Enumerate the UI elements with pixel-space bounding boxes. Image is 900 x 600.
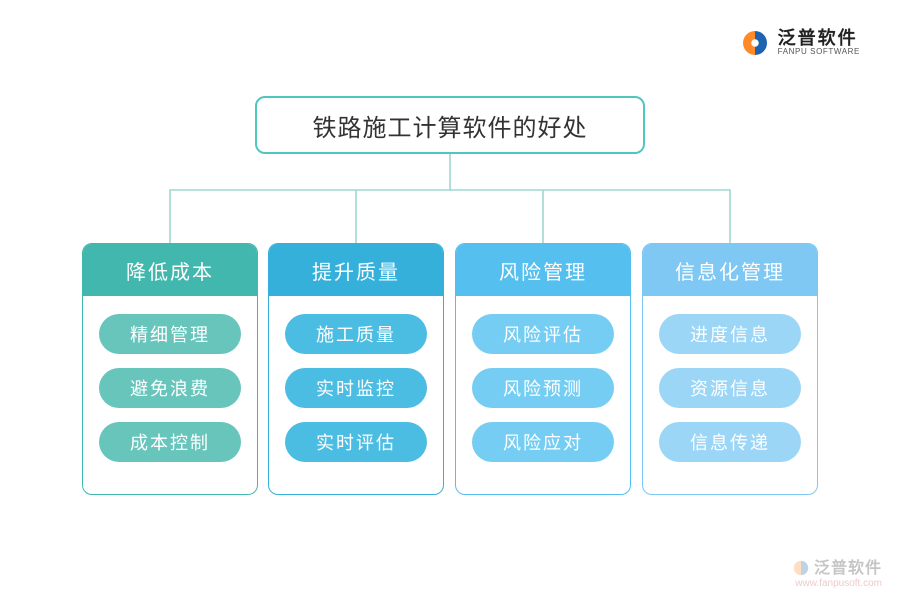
column-2: 风险管理风险评估风险预测风险应对 [455,243,631,495]
watermark: 泛普软件 www.fanpusoft.com [792,559,882,590]
column-body: 进度信息资源信息信息传递 [643,296,817,484]
column-header: 信息化管理 [643,244,817,296]
pill-item: 资源信息 [659,368,801,408]
pill-item: 避免浪费 [99,368,241,408]
column-3: 信息化管理进度信息资源信息信息传递 [642,243,818,495]
column-0: 降低成本精细管理避免浪费成本控制 [82,243,258,495]
pill-item: 风险评估 [472,314,614,354]
pill-item: 成本控制 [99,422,241,462]
pill-item: 实时监控 [285,368,427,408]
column-body: 施工质量实时监控实时评估 [269,296,443,484]
root-node: 铁路施工计算软件的好处 [255,96,645,154]
column-body: 风险评估风险预测风险应对 [456,296,630,484]
column-header: 提升质量 [269,244,443,296]
pill-item: 精细管理 [99,314,241,354]
pill-item: 进度信息 [659,314,801,354]
watermark-cn: 泛普软件 [814,559,882,578]
pill-item: 风险预测 [472,368,614,408]
column-1: 提升质量施工质量实时监控实时评估 [268,243,444,495]
pill-item: 实时评估 [285,422,427,462]
watermark-url: www.fanpusoft.com [792,578,882,590]
column-header: 降低成本 [83,244,257,296]
column-header: 风险管理 [456,244,630,296]
column-body: 精细管理避免浪费成本控制 [83,296,257,484]
pill-item: 信息传递 [659,422,801,462]
pill-item: 风险应对 [472,422,614,462]
watermark-mark-icon [792,559,810,577]
root-label: 铁路施工计算软件的好处 [313,108,588,143]
pill-item: 施工质量 [285,314,427,354]
